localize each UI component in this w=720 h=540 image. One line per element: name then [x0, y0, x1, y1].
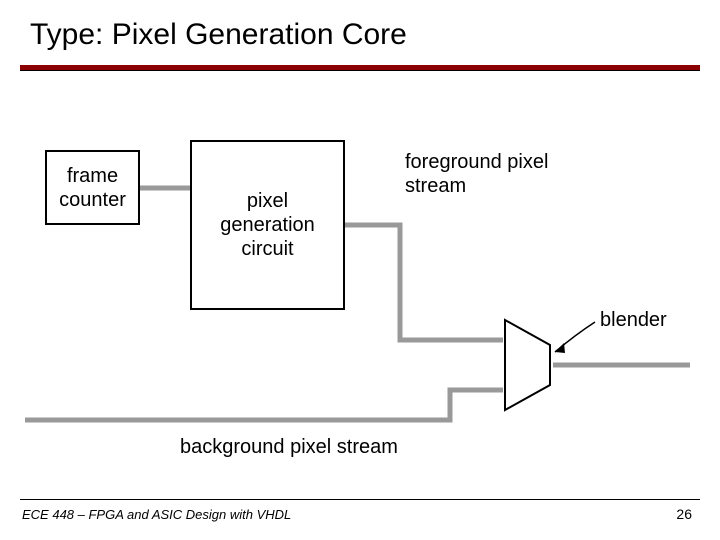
node-frame-label: framecounter — [59, 164, 126, 212]
footer-divider — [20, 499, 700, 500]
page-title: Type: Pixel Generation Core — [30, 18, 407, 52]
node-frame-counter: framecounter — [45, 150, 140, 225]
node-pixel-generation: pixelgenerationcircuit — [190, 140, 345, 310]
node-pixel-label: pixelgenerationcircuit — [220, 189, 315, 261]
label-foreground-stream: foreground pixelstream — [405, 150, 548, 198]
label-blender: blender — [600, 308, 667, 332]
page-number: 26 — [676, 506, 692, 522]
title-underline-black — [20, 70, 700, 71]
diagram-area: framecounter pixelgenerationcircuit fore… — [20, 110, 700, 480]
footer-text: ECE 448 – FPGA and ASIC Design with VHDL — [22, 507, 291, 522]
label-background-stream: background pixel stream — [180, 435, 398, 459]
